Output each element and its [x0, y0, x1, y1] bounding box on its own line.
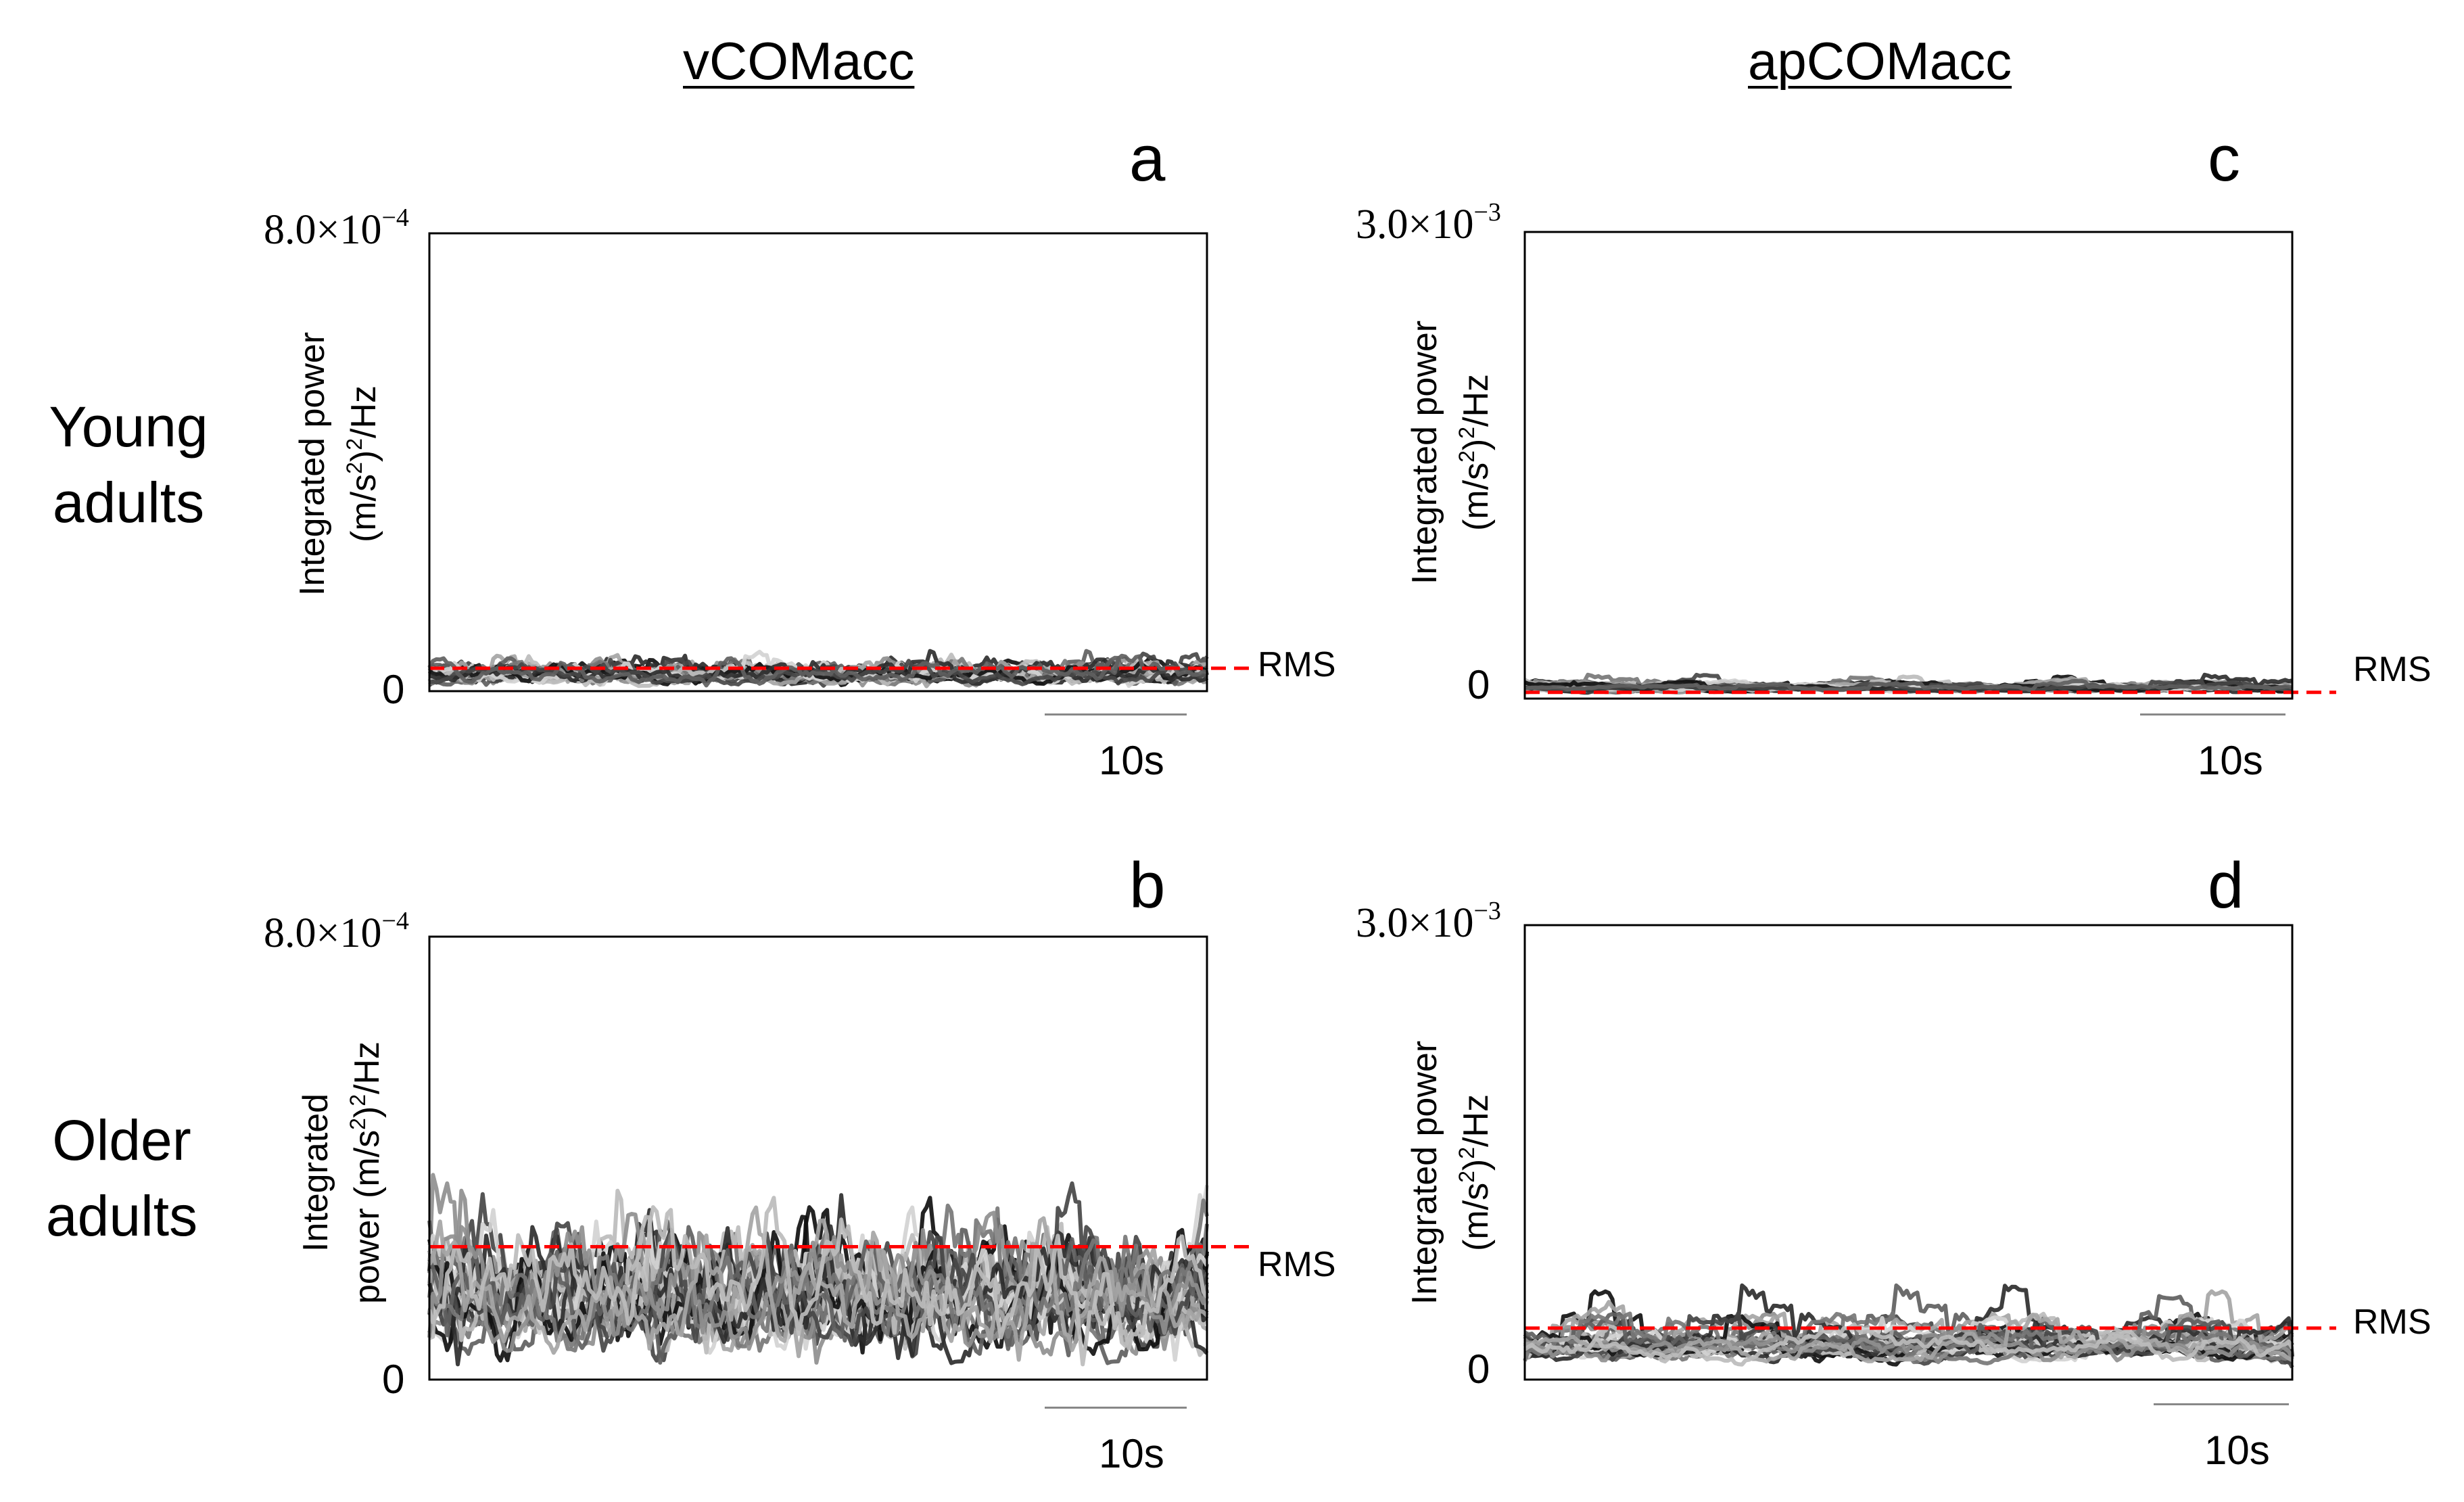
- row-label-young-adults: Young adults: [49, 395, 208, 534]
- y-max-label-a: 8.0×10−4: [264, 204, 409, 253]
- panel-letter-d: d: [2208, 849, 2244, 922]
- y-axis-label-d: Integrated power (m/s2)2/Hz: [1405, 1040, 1496, 1305]
- series-line: [427, 1196, 1209, 1367]
- scale-bar-b: [1045, 1407, 1187, 1409]
- rms-label-a: RMS: [1258, 645, 1336, 684]
- axes-frame: [428, 232, 1208, 693]
- panel-letter-b: b: [1129, 849, 1166, 922]
- scale-bar-label-d: 10s: [2204, 1428, 2270, 1473]
- scale-bar-d: [2154, 1403, 2289, 1405]
- scale-bar-c: [2140, 713, 2285, 715]
- panel-letter-a: a: [1129, 122, 1166, 195]
- y-max-label-d: 3.0×10−3: [1356, 897, 1501, 946]
- scale-bar-label-a: 10s: [1099, 738, 1164, 783]
- panel-letter-c: c: [2208, 122, 2240, 195]
- y-axis-label-c: Integrated power (m/s2)2/Hz: [1405, 320, 1496, 585]
- scale-bar-label-c: 10s: [2198, 738, 2263, 783]
- y-zero-label-d: 0: [1467, 1346, 1490, 1392]
- y-zero-label-c: 0: [1467, 662, 1490, 707]
- axes-frame: [1523, 231, 2294, 700]
- y-axis-label-b: Integrated power (m/s2)2/Hz: [296, 1041, 387, 1305]
- series-line: [1523, 1311, 2293, 1362]
- y-zero-label-a: 0: [382, 667, 405, 712]
- series-line: [1524, 678, 2294, 693]
- series-line: [1523, 1322, 2294, 1367]
- axes-frame: [1523, 924, 2294, 1381]
- y-max-label-c: 3.0×10−3: [1356, 198, 1501, 248]
- plot-area-a: [427, 232, 1251, 693]
- rms-label-c: RMS: [2353, 650, 2432, 689]
- y-max-label-b: 8.0×10−4: [264, 907, 409, 956]
- row-label-older-adults: Older adults: [45, 1108, 198, 1248]
- column-title-vcomacc: vCOMacc: [683, 31, 915, 91]
- plot-area-d: [1523, 924, 2336, 1381]
- axes-frame: [428, 935, 1208, 1381]
- rms-label-b: RMS: [1258, 1245, 1336, 1284]
- series-line: [427, 653, 1208, 688]
- scale-bar-a: [1045, 713, 1187, 715]
- scale-bar-label-b: 10s: [1099, 1431, 1164, 1476]
- column-title-apcomacc: apCOMacc: [1748, 31, 2012, 91]
- plot-area-b: [427, 935, 1251, 1381]
- plot-area-c: [1523, 231, 2336, 700]
- y-zero-label-b: 0: [382, 1357, 405, 1402]
- series-line: [429, 649, 1208, 686]
- rms-label-d: RMS: [2353, 1302, 2432, 1342]
- y-axis-label-a: Integrated power (m/s2)2/Hz: [293, 331, 383, 596]
